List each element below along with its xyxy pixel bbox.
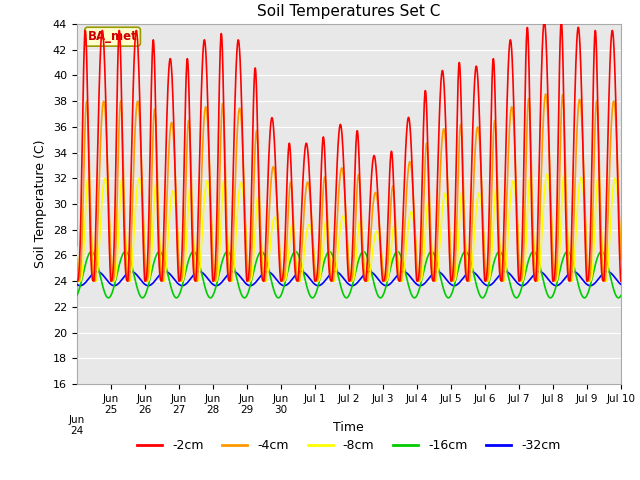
- X-axis label: Time: Time: [333, 421, 364, 434]
- Text: Jun
24: Jun 24: [68, 415, 84, 436]
- Y-axis label: Soil Temperature (C): Soil Temperature (C): [35, 140, 47, 268]
- Legend: -2cm, -4cm, -8cm, -16cm, -32cm: -2cm, -4cm, -8cm, -16cm, -32cm: [132, 434, 566, 457]
- Title: Soil Temperatures Set C: Soil Temperatures Set C: [257, 4, 440, 19]
- Text: BA_met: BA_met: [88, 30, 138, 43]
